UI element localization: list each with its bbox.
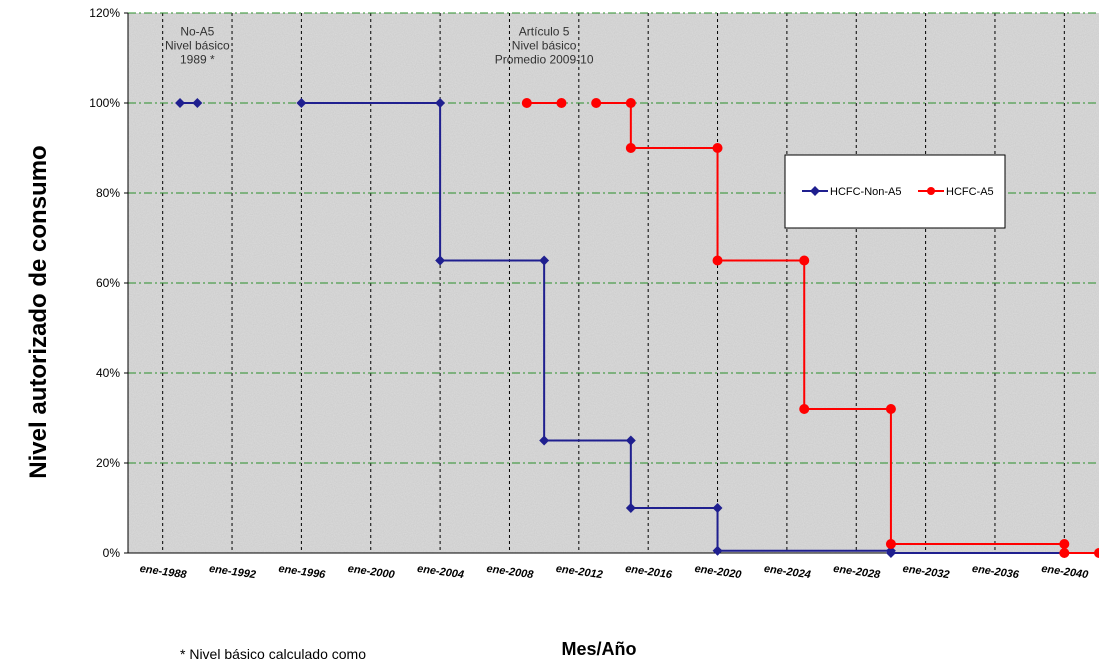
annotation-line: Nivel básico [512, 39, 577, 53]
x-tick-label: ene-1988 [139, 563, 188, 582]
y-axis-label: Nivel autorizado de consumo [25, 145, 52, 478]
x-tick-label: ene-2040 [1041, 563, 1090, 582]
y-tick-label: 40% [96, 366, 120, 380]
data-point [625, 503, 636, 513]
legend: HCFC-Non-A5 HCFC-A5 [784, 154, 1006, 229]
y-tick-label: 60% [96, 276, 120, 290]
data-point [625, 435, 636, 446]
data-point [712, 255, 723, 266]
series-hcfc-non-a5 [175, 98, 1070, 558]
x-tick-label: ene-2000 [347, 563, 396, 582]
data-point [591, 98, 602, 108]
x-axis-label: Mes/Año [561, 639, 636, 659]
data-point [1059, 539, 1070, 549]
y-tick-label: 100% [89, 96, 120, 110]
x-tick-label: ene-2028 [833, 563, 882, 582]
annotation-line: 1989 * [180, 53, 215, 67]
data-point [885, 404, 896, 414]
data-point [885, 539, 896, 549]
data-point [625, 143, 636, 153]
series-layer [175, 98, 1099, 558]
x-tick-label: ene-1996 [278, 563, 327, 582]
x-tick-label: ene-2012 [555, 563, 603, 581]
data-point [799, 404, 810, 414]
legend-label-hcfc-non-a5: HCFC-Non-A5 [830, 186, 902, 198]
x-tick-label: ene-2016 [624, 563, 673, 582]
data-point [521, 98, 532, 108]
annotation-line: Nivel básico [165, 39, 230, 53]
x-tick-label: ene-2024 [763, 563, 811, 581]
data-point [712, 143, 723, 153]
annotation-line: No-A5 [180, 25, 214, 39]
legend-marker-hcfc-a5 [927, 187, 935, 195]
x-tick-label: ene-1992 [208, 563, 256, 581]
annotation-line: Artículo 5 [519, 25, 570, 39]
data-point [712, 545, 723, 556]
y-tick-label: 80% [96, 186, 120, 200]
data-point [712, 503, 723, 513]
data-point [799, 255, 810, 266]
y-tick-label: 120% [89, 6, 120, 20]
legend-box [784, 154, 1006, 229]
legend-marker-hcfc-non-a5 [810, 186, 820, 196]
x-tick-label: ene-2020 [694, 563, 743, 582]
annotation-line: Promedio 2009-10 [495, 53, 594, 67]
x-tick-label: ene-2004 [416, 563, 464, 581]
series-hcfc-a5 [521, 98, 1099, 558]
data-point [435, 255, 446, 266]
data-point [885, 548, 896, 558]
x-tick-label: ene-2032 [902, 563, 950, 581]
x-tick-label: ene-2036 [971, 563, 1020, 582]
data-point [175, 98, 185, 108]
x-tick-label: ene-2008 [486, 563, 535, 582]
legend-label-hcfc-a5: HCFC-A5 [946, 186, 994, 198]
data-point [539, 255, 550, 266]
footnote: * Nivel básico calculado como [180, 646, 366, 659]
data-point [192, 98, 203, 108]
data-point [556, 98, 567, 108]
data-point [1094, 548, 1099, 558]
data-point [539, 435, 550, 446]
y-tick-label: 0% [103, 546, 121, 560]
data-point [625, 98, 636, 108]
y-tick-label: 20% [96, 456, 120, 470]
data-point [1059, 548, 1070, 558]
